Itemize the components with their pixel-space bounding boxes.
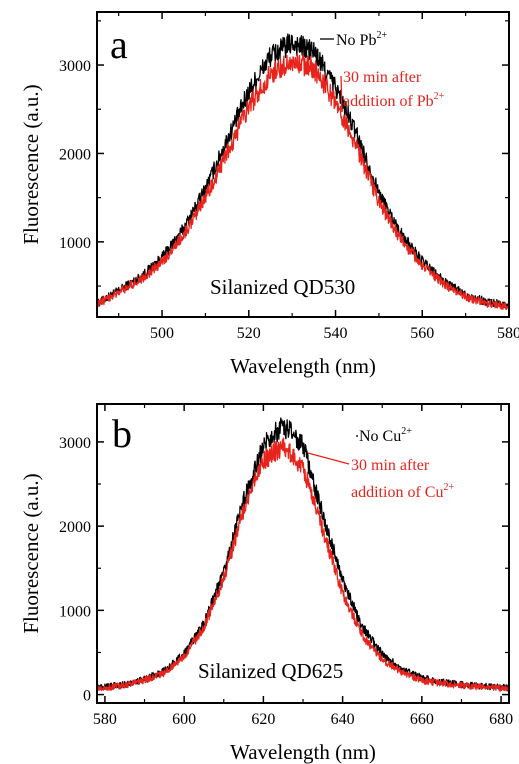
y-tick-label: 3000	[59, 58, 91, 75]
annotation-control: No Pb2+	[336, 30, 387, 49]
x-tick-label: 580	[497, 325, 519, 342]
x-axis-title: Wavelength (nm)	[230, 740, 376, 764]
annotation-after-line1: 30 min after	[351, 457, 430, 474]
x-tick-label: 520	[237, 325, 261, 342]
x-tick-label: 600	[172, 711, 196, 728]
x-tick-label: 660	[410, 711, 434, 728]
annotation-control: No Cu2+	[359, 426, 412, 445]
inset-label: Silanized QD625	[198, 659, 343, 683]
annotation-after-line2: addition of Cu2+	[351, 482, 454, 501]
x-tick-label: 680	[489, 711, 513, 728]
x-tick-label: 580	[93, 711, 117, 728]
series-line-after-addition	[96, 437, 510, 692]
panel-letter: b	[112, 411, 132, 456]
series-line-control	[96, 417, 510, 692]
y-tick-label: 0	[83, 688, 91, 705]
y-tick-label: 3000	[59, 435, 91, 452]
annotation-leader	[307, 452, 350, 465]
x-tick-label: 500	[150, 325, 174, 342]
x-axis-title: Wavelength (nm)	[230, 354, 376, 378]
panel-letter: a	[110, 22, 128, 67]
y-tick-label: 2000	[59, 146, 91, 163]
series-line-after-addition	[96, 53, 510, 311]
x-tick-label: 640	[331, 711, 355, 728]
annotation-leader	[340, 75, 343, 112]
y-tick-label: 1000	[59, 603, 91, 620]
y-tick-label: 2000	[59, 519, 91, 536]
chart-panel-a: 500 520 540 560 580 1000 2000 3000 Wavelength (n…	[19, 11, 519, 378]
x-tick-label: 540	[324, 325, 348, 342]
annotation-after-line2: addition of Pb2+	[343, 91, 445, 110]
y-axis-title: Fluorescence (a.u.)	[19, 84, 43, 244]
inset-label: Silanized QD530	[210, 275, 355, 299]
annotation-after-line1: 30 min after	[343, 69, 422, 86]
y-tick-label: 1000	[59, 235, 91, 252]
plot-frame	[96, 11, 510, 318]
chart-panel-b: 580 600 620 640 660 680 0 1000 2000 3000 Wavelengt…	[19, 403, 513, 764]
series-line-control	[96, 33, 510, 310]
y-axis-title: Fluorescence (a.u.)	[19, 473, 43, 633]
x-tick-label: 620	[251, 711, 275, 728]
x-tick-label: 560	[410, 325, 434, 342]
